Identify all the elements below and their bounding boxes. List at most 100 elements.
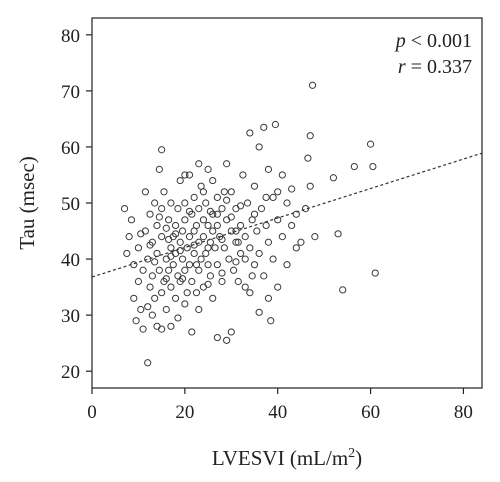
data-point bbox=[223, 196, 231, 204]
data-point bbox=[213, 261, 221, 269]
data-point bbox=[132, 317, 140, 325]
data-point bbox=[262, 193, 270, 201]
data-point bbox=[334, 230, 342, 238]
data-point bbox=[123, 249, 131, 258]
data-point bbox=[223, 160, 231, 168]
data-point bbox=[120, 205, 129, 213]
x-tick-label: 80 bbox=[454, 402, 473, 423]
data-point bbox=[371, 269, 379, 277]
data-point bbox=[204, 165, 212, 173]
data-point bbox=[158, 205, 166, 213]
data-point bbox=[155, 213, 163, 221]
data-point bbox=[206, 207, 214, 216]
data-point bbox=[301, 205, 310, 213]
data-point bbox=[234, 277, 242, 286]
data-point bbox=[292, 244, 300, 252]
data-point bbox=[178, 255, 187, 263]
data-point bbox=[274, 188, 282, 196]
data-point bbox=[181, 199, 189, 207]
y-tick-label: 40 bbox=[61, 250, 80, 271]
data-point bbox=[158, 233, 166, 241]
data-point bbox=[146, 241, 154, 249]
data-point bbox=[176, 247, 184, 255]
y-tick-label: 30 bbox=[61, 306, 80, 327]
data-point bbox=[139, 266, 147, 274]
data-point bbox=[213, 221, 221, 230]
data-point bbox=[192, 261, 201, 269]
data-point bbox=[264, 294, 273, 302]
data-point bbox=[151, 199, 159, 207]
data-point bbox=[188, 328, 196, 336]
data-point bbox=[199, 233, 208, 241]
data-point bbox=[148, 272, 156, 280]
data-point bbox=[236, 221, 245, 230]
data-point bbox=[232, 227, 240, 235]
x-tick-label: 60 bbox=[361, 402, 380, 423]
data-point bbox=[234, 238, 242, 246]
data-point bbox=[176, 238, 184, 246]
data-point bbox=[213, 193, 221, 201]
data-point bbox=[192, 221, 201, 230]
data-point bbox=[151, 294, 159, 302]
data-point bbox=[227, 213, 235, 221]
data-point bbox=[220, 244, 228, 252]
data-point bbox=[171, 230, 180, 238]
data-point bbox=[127, 216, 136, 224]
data-point bbox=[155, 266, 163, 274]
data-point bbox=[139, 325, 147, 333]
data-point bbox=[241, 255, 249, 263]
r-value-annotation: r = 0.337 bbox=[398, 56, 472, 78]
data-point bbox=[257, 205, 266, 213]
data-point bbox=[350, 162, 358, 171]
data-point bbox=[243, 199, 252, 207]
data-points bbox=[120, 81, 379, 367]
data-point bbox=[306, 182, 314, 190]
data-point bbox=[162, 255, 170, 263]
data-point bbox=[185, 233, 194, 241]
data-point bbox=[283, 199, 291, 207]
data-point bbox=[146, 210, 154, 218]
y-tick-label: 20 bbox=[61, 362, 80, 383]
data-point bbox=[278, 233, 286, 241]
data-point bbox=[185, 171, 194, 179]
data-point bbox=[171, 294, 180, 302]
data-point bbox=[218, 205, 226, 213]
data-point bbox=[162, 305, 170, 314]
data-point bbox=[190, 249, 198, 258]
data-point bbox=[167, 322, 175, 330]
data-point bbox=[181, 171, 189, 179]
data-point bbox=[183, 244, 191, 252]
data-point bbox=[144, 255, 152, 263]
y-tick-label: 50 bbox=[61, 194, 80, 215]
data-point bbox=[250, 261, 259, 269]
data-point bbox=[264, 165, 273, 173]
data-point bbox=[137, 305, 145, 314]
data-point bbox=[190, 193, 198, 201]
data-point bbox=[134, 277, 143, 286]
y-tick-label: 60 bbox=[61, 138, 80, 159]
data-point bbox=[199, 216, 208, 224]
data-point bbox=[171, 221, 180, 230]
data-point bbox=[195, 205, 203, 213]
data-point bbox=[167, 199, 175, 207]
data-point bbox=[283, 261, 291, 269]
data-point bbox=[162, 275, 170, 283]
data-point bbox=[153, 221, 161, 230]
data-point bbox=[308, 81, 317, 89]
x-tick-label: 40 bbox=[268, 402, 287, 423]
data-point bbox=[253, 227, 261, 235]
data-point bbox=[181, 216, 189, 224]
data-point bbox=[181, 300, 189, 308]
data-point bbox=[146, 283, 154, 291]
data-point bbox=[220, 188, 228, 196]
y-tick-label: 70 bbox=[61, 82, 80, 103]
data-point bbox=[227, 188, 235, 196]
data-point bbox=[148, 311, 156, 319]
data-point bbox=[195, 305, 203, 314]
data-point bbox=[204, 280, 212, 288]
data-point bbox=[190, 241, 198, 249]
data-point bbox=[269, 193, 277, 201]
data-point bbox=[158, 289, 166, 297]
data-point bbox=[185, 261, 194, 269]
